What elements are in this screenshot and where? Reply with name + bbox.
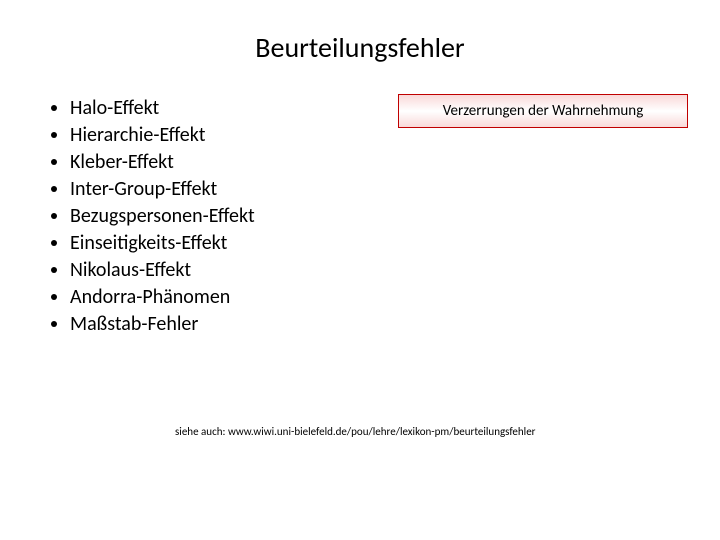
- list-item: Einseitigkeits-Effekt: [70, 230, 368, 257]
- slide-title: Beurteilungsfehler: [0, 30, 720, 65]
- callout-box: Verzerrungen der Wahrnehmung: [398, 94, 688, 128]
- list-item: Nikolaus-Effekt: [70, 257, 368, 284]
- bullet-list: Halo-Effekt Hierarchie-Effekt Kleber-Eff…: [48, 95, 368, 338]
- footnote-text: siehe auch: www.wiwi.uni-bielefeld.de/po…: [175, 425, 695, 438]
- list-item: Bezugspersonen-Effekt: [70, 203, 368, 230]
- list-item: Maßstab-Fehler: [70, 311, 368, 338]
- callout-label: Verzerrungen der Wahrnehmung: [443, 102, 644, 120]
- list-item: Inter-Group-Effekt: [70, 176, 368, 203]
- list-item: Halo-Effekt: [70, 95, 368, 122]
- bullet-list-container: Halo-Effekt Hierarchie-Effekt Kleber-Eff…: [48, 95, 368, 338]
- list-item: Andorra-Phänomen: [70, 284, 368, 311]
- slide: Beurteilungsfehler Halo-Effekt Hierarchi…: [0, 0, 720, 540]
- list-item: Hierarchie-Effekt: [70, 122, 368, 149]
- list-item: Kleber-Effekt: [70, 149, 368, 176]
